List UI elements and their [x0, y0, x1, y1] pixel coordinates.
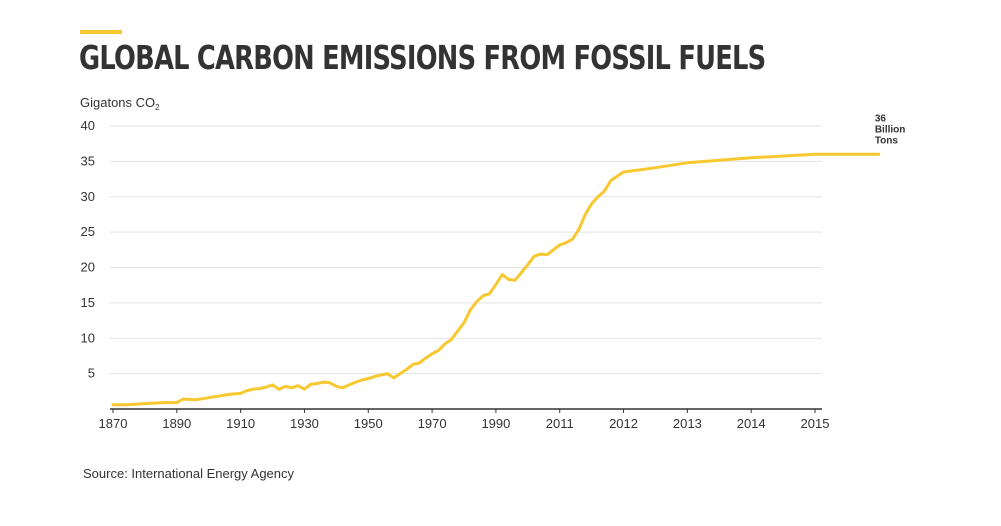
x-tick-label: 2015 — [801, 416, 830, 431]
end-value-annotation: 36 — [875, 113, 887, 124]
y-tick-label: 40 — [81, 118, 95, 133]
x-tick-label: 2014 — [737, 416, 766, 431]
y-axis-label: Gigatons CO2 — [80, 95, 160, 112]
x-tick-label: 1990 — [481, 416, 510, 431]
x-tick-label: 2012 — [609, 416, 638, 431]
y-tick-label: 35 — [81, 153, 95, 168]
x-tick-label: 2011 — [546, 416, 574, 431]
x-tick-label: 1890 — [162, 416, 191, 431]
end-value-annotation: Billion — [875, 124, 906, 135]
page-title: GLOBAL CARBON EMISSIONS FROM FOSSIL FUEL… — [79, 38, 766, 77]
y-tick-label: 25 — [81, 224, 95, 239]
y-tick-label: 10 — [81, 330, 95, 345]
title-accent-bar — [80, 30, 122, 34]
emissions-series-line — [111, 152, 881, 407]
y-axis-label-text: Gigatons CO — [80, 95, 156, 110]
end-value-annotation: Tons — [875, 135, 899, 146]
x-tick-label: 1870 — [99, 416, 128, 431]
y-axis-label-subscript: 2 — [155, 103, 160, 112]
x-tick-label: 2013 — [673, 416, 702, 431]
source-note: Source: International Energy Agency — [83, 466, 295, 481]
y-tick-label: 5 — [88, 366, 95, 381]
y-tick-label: 20 — [81, 260, 95, 275]
x-tick-label: 1930 — [290, 416, 319, 431]
y-tick-label: 15 — [81, 295, 95, 310]
y-tick-label: 30 — [81, 189, 95, 204]
x-tick-label: 1950 — [354, 416, 383, 431]
x-tick-label: 1910 — [226, 416, 255, 431]
x-tick-label: 1970 — [418, 416, 447, 431]
